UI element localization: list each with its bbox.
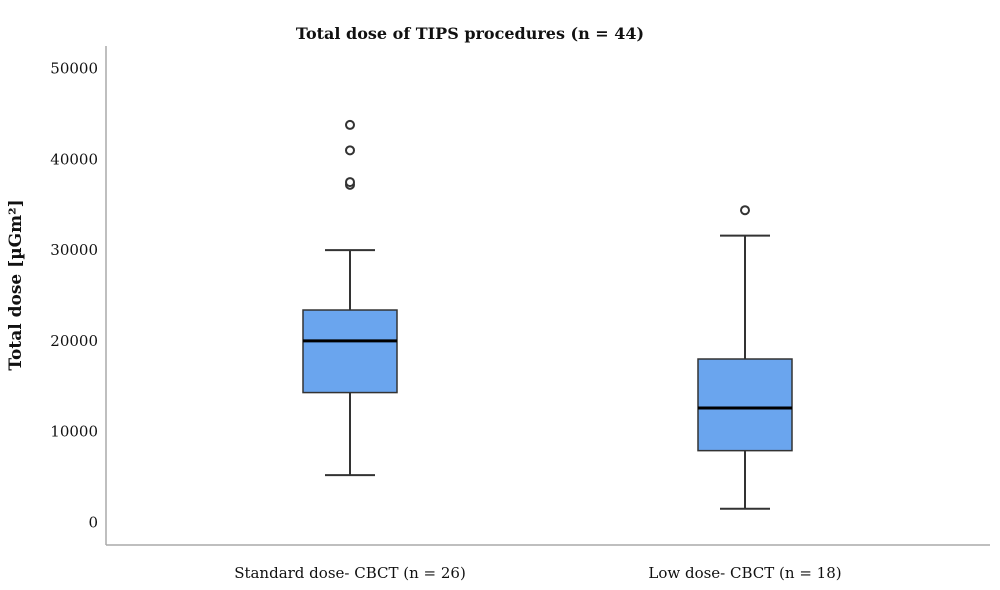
y-tick-label: 50000 (50, 60, 98, 78)
chart-title: Total dose of TIPS procedures (n = 44) (295, 24, 645, 43)
box-iqr (302, 309, 398, 394)
x-category-label: Standard dose- CBCT (n = 26) (234, 564, 466, 582)
y-tick-label: 20000 (50, 332, 98, 350)
box-iqr (697, 358, 793, 452)
x-category-label: Low dose- CBCT (n = 18) (648, 564, 841, 582)
outlier-point (740, 205, 750, 216)
y-tick-label: 0 (88, 513, 98, 531)
y-tick-label: 10000 (50, 423, 98, 441)
y-tick-label: 40000 (50, 150, 98, 168)
y-tick-label: 30000 (50, 241, 98, 259)
outlier-point (345, 119, 355, 130)
outlier-point (345, 145, 355, 156)
outlier-point (345, 177, 355, 188)
